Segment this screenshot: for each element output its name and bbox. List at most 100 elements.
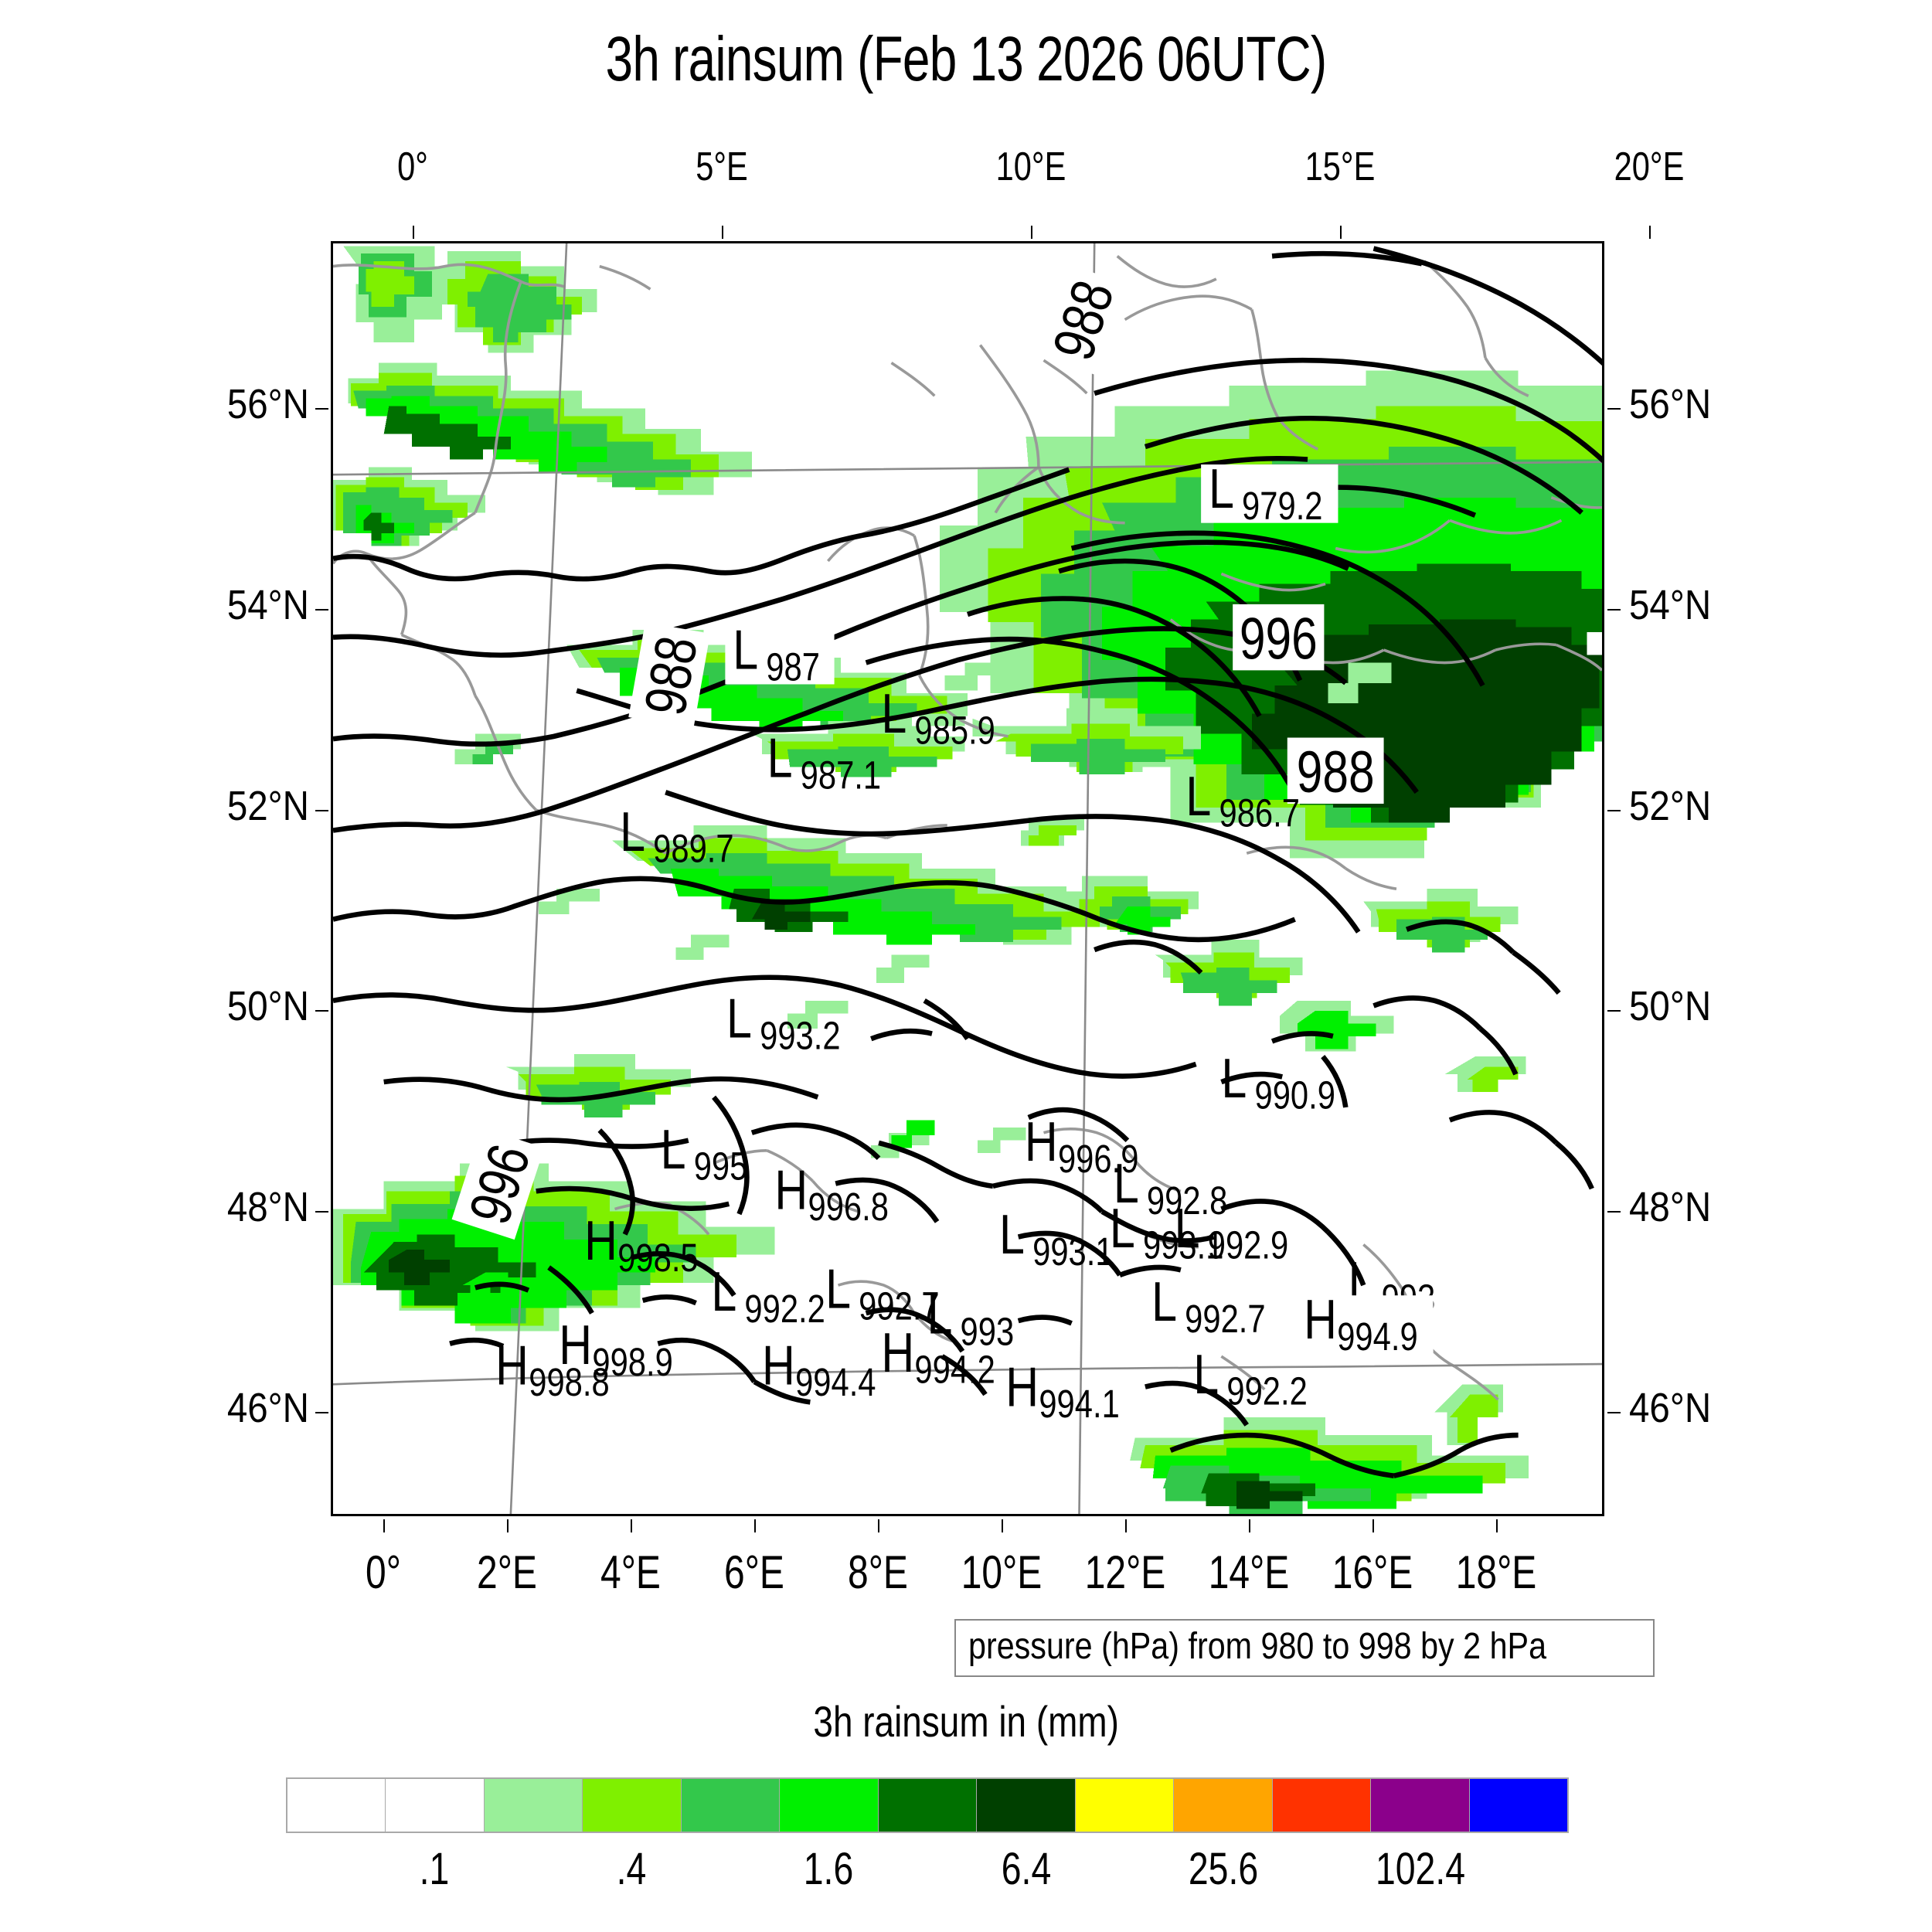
lon-label-bottom-7: 14°E: [1208, 1546, 1290, 1598]
colorbar-tick-.1: .1: [419, 1844, 449, 1894]
colorbar-cell-0[interactable]: [287, 1779, 386, 1832]
colorbar-tick-1.6: 1.6: [803, 1844, 854, 1894]
pressure-center-symbol: L: [1185, 765, 1211, 828]
axis-tick: [1607, 608, 1621, 611]
pressure-center-l-989.7: L 989.7: [620, 801, 734, 870]
pressure-center-l-979.2: L 979.2: [1201, 457, 1338, 528]
pressure-legend-text: pressure (hPa) from 980 to 998 by 2 hPa: [968, 1626, 1547, 1667]
pressure-center-symbol: H: [584, 1210, 617, 1273]
pressure-center-symbol: L: [825, 1258, 851, 1321]
pressure-center-l-990.9: L 990.9: [1221, 1047, 1335, 1117]
lat-label-right-2: 52°N: [1629, 782, 1712, 829]
axis-tick: [1002, 1519, 1003, 1532]
pressure-center-value: 994.1: [1039, 1382, 1119, 1426]
colorbar-tick-25.6: 25.6: [1189, 1844, 1259, 1894]
axis-tick: [1607, 1211, 1621, 1213]
pressure-center-value: 992.9: [1208, 1223, 1288, 1267]
lon-label-bottom-2: 4°E: [600, 1546, 661, 1598]
axis-tick: [754, 1519, 756, 1532]
lon-label-bottom-4: 8°E: [848, 1546, 908, 1598]
pressure-center-symbol: H: [881, 1321, 914, 1384]
pressure-center-l-992.2: L 992.2: [1193, 1343, 1308, 1413]
axis-tick: [315, 407, 328, 410]
colorbar-title: 3h rainsum in (mm): [0, 1696, 1932, 1747]
pressure-center-h-996.9: H 996.9: [1025, 1111, 1139, 1180]
pressure-center-l-992.7: L 992.7: [825, 1258, 940, 1328]
pressure-center-symbol: L: [1114, 1153, 1139, 1216]
pressure-center-l-992.7: L 992.7: [1151, 1271, 1266, 1341]
pressure-center-symbol: L: [661, 1118, 686, 1181]
axis-tick: [722, 226, 723, 239]
colorbar-cell-1[interactable]: [386, 1779, 485, 1832]
colorbar-cell-8[interactable]: [1075, 1779, 1175, 1832]
colorbar-tick-.4: .4: [616, 1844, 647, 1894]
pressure-center-value: 993.2: [760, 1013, 840, 1057]
axis-tick: [1607, 1412, 1621, 1414]
axis-tick: [631, 1519, 632, 1532]
axis-tick: [1607, 1010, 1621, 1012]
page-title: 3h rainsum (Feb 13 2026 06UTC): [605, 24, 1328, 94]
axis-tick: [413, 226, 414, 239]
axis-tick: [1607, 407, 1621, 410]
pressure-center-h-994.1: H 994.1: [1005, 1356, 1120, 1426]
lat-label-right-5: 46°N: [1629, 1385, 1712, 1432]
axis-tick: [315, 1211, 328, 1213]
colorbar-tick-102.4: 102.4: [1376, 1844, 1466, 1894]
pressure-center-h-998.9: H 998.9: [559, 1314, 673, 1383]
lon-label-bottom-9: 18°E: [1455, 1546, 1537, 1598]
pressure-center-symbol: L: [620, 801, 645, 863]
colorbar-cell-6[interactable]: [878, 1779, 978, 1832]
pressure-center-value: 992.7: [859, 1284, 939, 1328]
colorbar-cell-11[interactable]: [1371, 1779, 1470, 1832]
colorbar-cell-3[interactable]: [583, 1779, 682, 1832]
lon-label-top-4: 20°E: [1614, 145, 1685, 189]
pressure-center-symbol: L: [881, 682, 906, 745]
pressure-center-h-994.2: H 994.2: [881, 1321, 995, 1391]
axis-tick: [1125, 1519, 1127, 1532]
axis-tick: [1607, 809, 1621, 811]
axis-tick: [878, 1519, 879, 1532]
axis-tick: [1372, 1519, 1374, 1532]
axis-tick: [315, 608, 328, 611]
axis-tick: [1340, 226, 1342, 239]
pressure-center-symbol: H: [1025, 1111, 1058, 1173]
label-halo: [1201, 464, 1338, 523]
pressure-center-symbol: H: [1005, 1356, 1039, 1419]
lon-label-bottom-6: 12°E: [1084, 1546, 1166, 1598]
lon-label-bottom-3: 6°E: [724, 1546, 784, 1598]
axis-tick: [1249, 1519, 1250, 1532]
pressure-center-l-987.1: L 987.1: [767, 727, 882, 797]
colorbar-cell-9[interactable]: [1174, 1779, 1273, 1832]
pressure-center-l-992.2: L 992.2: [711, 1260, 825, 1331]
pressure-center-symbol: L: [1193, 1343, 1219, 1406]
colorbar-cell-7[interactable]: [977, 1779, 1076, 1832]
axis-tick: [1031, 226, 1032, 239]
colorbar-cell-12[interactable]: [1469, 1779, 1568, 1832]
lat-label-right-1: 54°N: [1629, 581, 1712, 628]
colorbar[interactable]: [286, 1777, 1569, 1833]
map-canvas: 996 988 988 988 996 L996H998L979.2L987L9…: [333, 243, 1602, 1514]
pressure-center-symbol: L: [1175, 1197, 1200, 1260]
pressure-center-value: 992.7: [1185, 1297, 1265, 1341]
pressure-center-symbol: L: [1209, 457, 1234, 520]
colorbar-cell-4[interactable]: [681, 1779, 781, 1832]
pressure-center-symbol: L: [726, 988, 752, 1050]
axis-tick: [315, 809, 328, 811]
label-halo: [725, 625, 835, 685]
weather-map-plot[interactable]: 996 988 988 988 996 L996H998L979.2L987L9…: [331, 241, 1604, 1516]
colorbar-cell-5[interactable]: [780, 1779, 879, 1832]
isobar-label-988-center: 988: [631, 631, 709, 719]
colorbar-cell-2[interactable]: [484, 1779, 583, 1832]
precipitation-shading: [333, 246, 1602, 1514]
axis-tick: [315, 1010, 328, 1012]
pressure-center-value: 998.8: [529, 1360, 609, 1404]
pressure-center-value: 992.2: [744, 1287, 825, 1331]
colorbar-tick-labels: .1 .4 1.6 6.4 25.6 102.4: [286, 1843, 1569, 1905]
label-halo: [1296, 1295, 1434, 1354]
pressure-center-h-998.5: H 998.5: [584, 1210, 699, 1280]
lat-label-left-2: 52°N: [226, 782, 309, 829]
pressure-center-symbol: H: [1304, 1289, 1337, 1352]
colorbar-cell-10[interactable]: [1272, 1779, 1372, 1832]
lon-label-bottom-8: 16°E: [1332, 1546, 1413, 1598]
lon-label-top-1: 5°E: [696, 145, 748, 189]
